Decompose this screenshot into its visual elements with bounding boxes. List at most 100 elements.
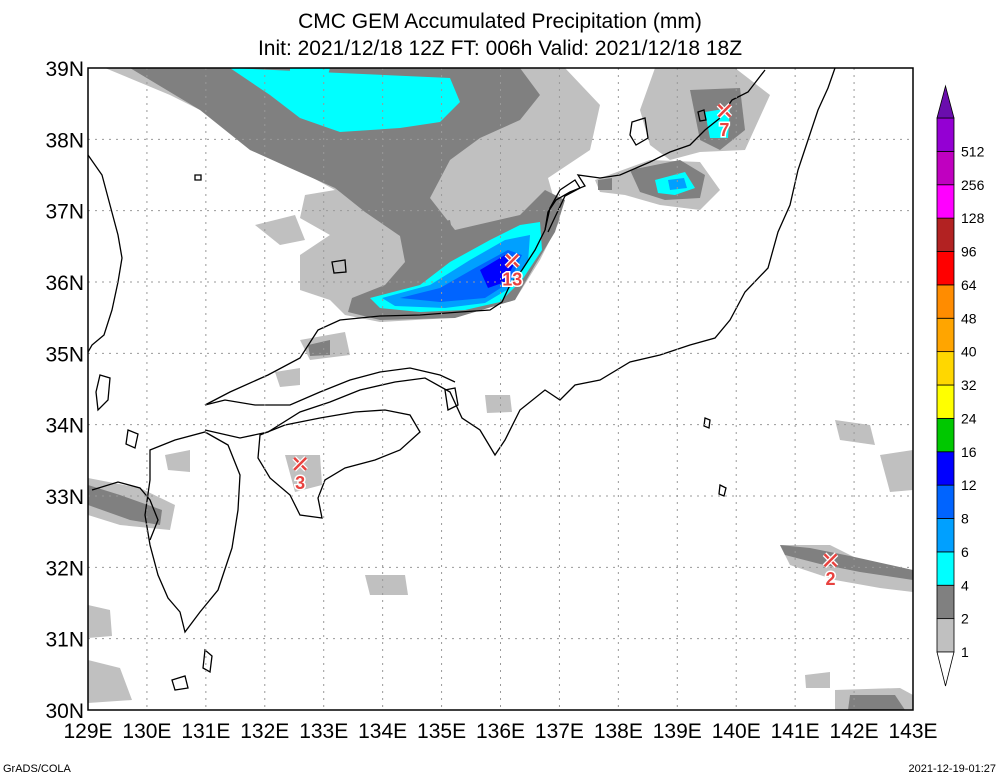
izu-oshima bbox=[703, 417, 711, 429]
lon-tick-label: 140E bbox=[712, 720, 761, 743]
colorbar-swatch bbox=[936, 284, 955, 319]
precip-1mm-band bbox=[88, 68, 913, 710]
colorbar-label: 2 bbox=[961, 611, 969, 627]
colorbar-label: 12 bbox=[961, 477, 977, 493]
korea-coast bbox=[88, 154, 123, 353]
lon-tick-label: 132E bbox=[240, 720, 289, 743]
colorbar-swatch bbox=[936, 484, 955, 519]
lon-tick-label: 143E bbox=[888, 720, 937, 743]
title-line-2: Init: 2021/12/18 12Z FT: 006h Valid: 202… bbox=[257, 37, 743, 60]
lat-tick-label: 34N bbox=[45, 415, 84, 438]
lat-tick-labels: 30N 31N 32N 33N 34N 35N 36N 37N 38N 39N bbox=[45, 58, 84, 723]
footer-left: GrADS/COLA bbox=[3, 763, 71, 775]
yakushima bbox=[171, 675, 189, 691]
colorbar-label: 96 bbox=[961, 244, 977, 260]
colorbar-swatch bbox=[936, 184, 955, 219]
lat-tick-label: 36N bbox=[45, 272, 84, 295]
colorbar-swatch bbox=[936, 217, 955, 252]
colorbar-label: 8 bbox=[961, 511, 969, 527]
lon-tick-label: 135E bbox=[417, 720, 466, 743]
colorbar-label: 64 bbox=[961, 277, 977, 293]
maximum-value-label: 2 bbox=[825, 569, 835, 589]
sado-island bbox=[629, 117, 649, 146]
tsushima bbox=[95, 374, 111, 412]
maximum-value-label: 3 bbox=[295, 473, 305, 493]
noto-peninsula bbox=[544, 179, 581, 233]
colorbar-label: 4 bbox=[961, 577, 969, 593]
maximum-value-label: 13 bbox=[502, 270, 522, 290]
colorbar-swatch bbox=[936, 251, 955, 286]
colorbar-label: 48 bbox=[961, 310, 977, 326]
colorbar-swatch bbox=[936, 150, 955, 186]
lon-tick-label: 137E bbox=[535, 720, 584, 743]
colorbar-label: 40 bbox=[961, 344, 977, 360]
shikoku bbox=[257, 409, 421, 519]
lat-tick-label: 38N bbox=[45, 129, 84, 152]
colorbar-swatch bbox=[936, 384, 955, 419]
colorbar-top-arrow bbox=[936, 84, 955, 119]
colorbar-swatch bbox=[936, 351, 955, 386]
colorbar-swatch bbox=[936, 551, 955, 586]
lon-tick-label: 141E bbox=[771, 720, 820, 743]
colorbar-bottom-arrow bbox=[936, 651, 955, 687]
colorbar-swatch bbox=[936, 618, 955, 653]
lat-lon-grid bbox=[88, 68, 913, 710]
lon-tick-label: 138E bbox=[594, 720, 643, 743]
marker-cross bbox=[717, 103, 732, 118]
footer-right: 2021-12-19-01:27 bbox=[908, 763, 996, 775]
small-island-2 bbox=[194, 174, 202, 181]
kyushu bbox=[144, 431, 241, 634]
colorbar-swatch bbox=[936, 417, 955, 453]
colorbar-label: 512 bbox=[961, 143, 985, 159]
colorbar-label: 24 bbox=[961, 410, 977, 426]
colorbar-swatch bbox=[936, 317, 955, 353]
colorbar-swatch bbox=[936, 451, 955, 486]
marker-cross bbox=[823, 553, 838, 568]
maximum-value-label: 7 bbox=[719, 120, 729, 140]
marker-cross bbox=[293, 457, 308, 471]
awaji-island bbox=[444, 387, 459, 411]
lat-tick-label: 33N bbox=[45, 486, 84, 509]
kyushu-west-fringe bbox=[91, 481, 159, 541]
maxima-markers: 13 7 3 2 bbox=[292, 103, 839, 591]
colorbar-swatch bbox=[936, 584, 955, 620]
colorbar-swatch bbox=[936, 117, 955, 152]
honshu-pacific-coast bbox=[204, 68, 836, 457]
small-island-1 bbox=[125, 429, 139, 449]
awashima bbox=[697, 109, 707, 122]
lon-tick-label: 139E bbox=[653, 720, 702, 743]
lon-tick-label: 136E bbox=[476, 720, 525, 743]
maximum-marker: 13 bbox=[501, 252, 524, 291]
tanegashima bbox=[202, 648, 213, 674]
lat-tick-label: 37N bbox=[45, 201, 84, 224]
precip-2mm-band bbox=[88, 68, 913, 710]
lat-tick-label: 32N bbox=[45, 557, 84, 580]
maximum-marker: 7 bbox=[716, 103, 733, 141]
lat-tick-label: 35N bbox=[45, 343, 84, 366]
precip-8mm-band bbox=[400, 250, 522, 302]
oki-island bbox=[331, 259, 347, 274]
precipitation-field bbox=[88, 68, 913, 710]
lon-tick-label: 134E bbox=[358, 720, 407, 743]
lon-tick-label: 129E bbox=[63, 720, 112, 743]
lon-tick-label: 130E bbox=[122, 720, 171, 743]
lon-tick-label: 142E bbox=[830, 720, 879, 743]
lat-tick-label: 30N bbox=[45, 700, 84, 723]
lon-tick-label: 131E bbox=[181, 720, 230, 743]
lon-tick-labels: 129E 130E 131E 132E 133E 134E 135E 136E 137E 138E… bbox=[63, 720, 937, 743]
lon-tick-label: 133E bbox=[299, 720, 348, 743]
colorbar-label: 128 bbox=[961, 210, 985, 226]
lat-tick-label: 31N bbox=[45, 629, 84, 652]
inland-sea-shore bbox=[204, 367, 456, 406]
maximum-marker: 3 bbox=[292, 456, 308, 494]
hachijo bbox=[718, 484, 727, 497]
title-line-1: CMC GEM Accumulated Precipitation (mm) bbox=[298, 10, 702, 33]
colorbar-label: 32 bbox=[961, 377, 977, 393]
colorbar-label: 256 bbox=[961, 177, 985, 193]
colorbar-label: 6 bbox=[961, 544, 969, 560]
plot-frame bbox=[87, 67, 914, 711]
maximum-marker: 2 bbox=[822, 552, 839, 591]
colorbar-swatch bbox=[936, 518, 955, 553]
